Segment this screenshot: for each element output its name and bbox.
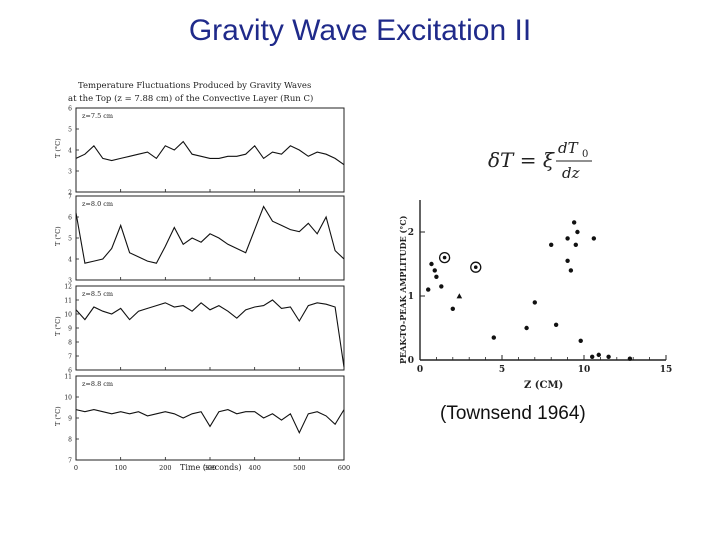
panel-ylabel: T (°C): [54, 316, 62, 336]
scatter-point: [491, 335, 496, 340]
scatter-point: [553, 322, 559, 327]
scatter-point: [573, 242, 578, 247]
scatter-axes: 0 5 10 15 0 1 2: [408, 200, 673, 375]
scatter-points: [426, 220, 633, 361]
y-tick-label: 12: [64, 284, 72, 291]
scatter-open-circle: [470, 261, 482, 273]
x-tick-labels: 0 100 200 300 400 500 600: [74, 464, 350, 472]
y-tick-label: 6: [68, 215, 72, 222]
series-line: [75, 205, 345, 264]
scatter-x-tick-label: 10: [578, 365, 591, 375]
x-tick-label: 200: [159, 464, 171, 472]
y-tick-label: 6: [68, 106, 72, 113]
scatter-point: [591, 236, 597, 241]
scatter-point: [627, 356, 633, 361]
y-tick-label: 11: [64, 298, 72, 305]
y-tick-label: 9: [68, 416, 72, 423]
scatter-point: [450, 306, 455, 311]
scatter-point: [549, 242, 554, 247]
y-tick-label: 2: [68, 190, 72, 197]
panel-label: z=8.0 cm: [82, 200, 113, 208]
formula-numerator-subscript: 0: [582, 149, 588, 160]
scatter-x-tick-label: 15: [660, 365, 673, 375]
y-tick-label: 8: [68, 437, 72, 444]
scatter-y-tick-label: 2: [408, 228, 414, 238]
x-tick-label: 300: [204, 464, 216, 472]
figure-left-title-line1: Temperature Fluctuations Produced by Gra…: [78, 81, 311, 91]
scatter-point: [432, 268, 437, 273]
y-tick-label: 4: [68, 257, 72, 264]
y-tick-label: 3: [68, 278, 72, 285]
y-tick-label: 8: [68, 340, 72, 347]
formula-lhs: δT = ξ: [488, 148, 555, 172]
figure-left-xlabel: Time (seconds): [180, 463, 242, 472]
line-panel: 6 7 8 9 10 11 12 z=8.5 cm T (°C): [54, 284, 345, 375]
slide-title: Gravity Wave Excitation II: [188, 14, 532, 47]
y-tick-label: 10: [64, 395, 72, 402]
scatter-point: [532, 300, 537, 305]
scatter-point: [565, 236, 570, 241]
series-line: [75, 299, 345, 368]
scatter-point: [565, 258, 570, 263]
line-panel: 2 3 4 5 6 z=7.5 cm T (°C): [54, 106, 345, 197]
y-tick-label: 7: [68, 354, 72, 361]
scatter-point: [568, 268, 574, 273]
scatter-point: [575, 229, 580, 235]
scatter-ylabel: PEAK-TO-PEAK AMPLITUDE (°C): [398, 215, 408, 364]
x-tick-label: 500: [293, 464, 305, 472]
scatter-point: [590, 354, 595, 359]
scatter-triangle: [456, 293, 463, 299]
series-line: [75, 140, 345, 166]
scatter-xlabel: Z (CM): [524, 380, 563, 391]
panel-ylabel: T (°C): [54, 406, 62, 426]
scatter-x-tick-label: 5: [499, 365, 505, 375]
y-tick-label: 9: [68, 326, 72, 333]
y-tick-label: 3: [68, 169, 72, 176]
scatter-point: [571, 220, 577, 225]
y-tick-label: 4: [68, 148, 72, 155]
temperature-fluctuation-figure: Temperature Fluctuations Produced by Gra…: [42, 58, 370, 498]
series-line: [75, 409, 345, 434]
y-tick-label: 7: [68, 458, 72, 465]
panel-ylabel: T (°C): [54, 226, 62, 246]
x-tick-label: 0: [74, 464, 78, 472]
scatter-point: [434, 274, 439, 279]
y-tick-label: 7: [68, 194, 72, 201]
y-tick-label: 11: [64, 374, 72, 381]
panel-ylabel: T (°C): [54, 138, 62, 158]
scatter-y-tick-label: 0: [408, 356, 414, 366]
y-tick-label: 5: [68, 236, 72, 243]
scatter-point: [524, 325, 529, 331]
scatter-point: [596, 352, 601, 358]
temperature-perturbation-formula: δT = ξ dT 0 dz: [488, 139, 592, 182]
x-tick-label: 100: [114, 464, 126, 472]
scatter-y-tick-label: 1: [408, 292, 414, 302]
panel-label: z=8.8 cm: [82, 380, 113, 388]
y-tick-label: 6: [68, 368, 72, 375]
peak-amplitude-scatter-plot: 0 5 10 15 0 1 2 Z (CM) PEAK-TO-PEAK AMPLITUDE …: [398, 200, 673, 391]
scatter-open-circle-dot: [473, 265, 478, 269]
panel-label: z=8.5 cm: [82, 290, 113, 298]
y-tick-label: 5: [68, 127, 72, 134]
scatter-point: [439, 284, 444, 289]
scatter-point: [606, 354, 611, 359]
x-tick-label: 400: [248, 464, 260, 472]
scatter-open-circle-dot: [442, 255, 447, 260]
x-tick-label: 600: [338, 464, 350, 472]
scatter-x-tick-label: 0: [417, 365, 423, 375]
line-panel: 7 8 9 10 11 z=8.8 cm T (°C): [54, 374, 345, 465]
panel-label: z=7.5 cm: [82, 112, 113, 120]
citation: (Townsend 1964): [440, 403, 586, 424]
scatter-open-circle: [438, 251, 451, 264]
figure-left-title-line2: at the Top (z = 7.88 cm) of the Convecti…: [68, 93, 313, 104]
formula-denominator: dz: [562, 164, 580, 182]
scatter-point: [426, 287, 431, 292]
scatter-point: [429, 261, 434, 267]
scatter-point: [578, 338, 583, 343]
line-panel: 3 4 5 6 7 z=8.0 cm T (°C): [54, 194, 345, 285]
y-tick-label: 10: [64, 312, 72, 319]
formula-numerator: dT: [558, 139, 579, 157]
